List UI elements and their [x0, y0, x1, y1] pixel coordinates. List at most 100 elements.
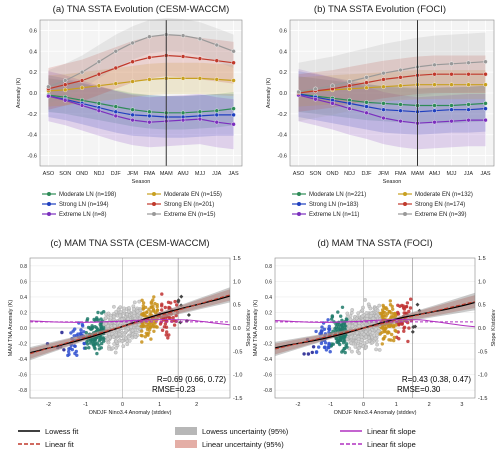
x-tick-label: DJF — [111, 171, 122, 177]
data-point — [466, 117, 471, 123]
scatter-point — [402, 311, 406, 315]
scatter-point — [334, 322, 338, 326]
data-point — [398, 108, 403, 113]
y-tick-label: -0.4 — [28, 133, 37, 139]
scatter-point — [167, 333, 171, 337]
linear-fit-line — [274, 301, 476, 350]
data-point — [46, 84, 51, 89]
x-tick-label: 2 — [195, 402, 198, 408]
scatter-point — [99, 326, 104, 330]
scatter-point — [102, 337, 106, 341]
y-tick-label: -0.2 — [263, 342, 272, 348]
legend-label: Strong EN (n=201) — [164, 202, 214, 208]
scatter-point — [387, 310, 391, 314]
data-point — [147, 119, 152, 125]
scatter-point — [317, 345, 321, 349]
scatter-point — [407, 326, 411, 330]
data-point — [147, 55, 152, 60]
data-point — [214, 108, 219, 113]
y-tick-label: 0.6 — [20, 279, 27, 285]
scatter-point — [368, 306, 373, 311]
scatter-point — [132, 313, 137, 318]
scatter-point — [148, 312, 152, 317]
scatter-point — [311, 345, 316, 349]
scatter-point — [102, 310, 106, 314]
scatter-point — [155, 325, 159, 329]
scatter-point — [341, 341, 346, 345]
scatter-point — [111, 335, 116, 339]
series-line — [298, 94, 486, 124]
y-tick-label: -0.4 — [18, 357, 27, 363]
scatter-point — [90, 327, 94, 331]
scatter-point — [131, 304, 136, 309]
scatter-point — [365, 340, 369, 344]
data-point — [398, 83, 403, 88]
scatter-point — [87, 346, 91, 350]
uncertainty-band — [48, 75, 234, 138]
legend-marker — [297, 202, 301, 206]
scatter-point — [96, 318, 101, 322]
scatter-point — [95, 351, 99, 356]
panel-title: (c) MAM TNA SSTA (CESM-WACCM) — [50, 238, 209, 249]
rmse-annotation: RMSE=0.23 — [152, 385, 196, 394]
y-tick-label: -0.2 — [278, 112, 287, 118]
scatter-point — [163, 305, 167, 310]
scatter-point — [97, 339, 102, 343]
x-tick-label: JAS — [229, 171, 239, 177]
scatter-point — [113, 350, 118, 355]
scatter-point — [373, 336, 378, 341]
scatter-point — [135, 309, 140, 314]
scatter-point — [93, 325, 97, 329]
legend-marker — [403, 202, 407, 206]
x-tick-label: 2 — [428, 402, 431, 408]
x-tick-label: NDJ — [344, 171, 355, 177]
scatter-point — [163, 322, 168, 326]
y-tick-label: -0.8 — [18, 388, 27, 394]
scatter-point — [158, 322, 163, 326]
scatter-point — [407, 309, 411, 314]
x-tick-label: 1 — [395, 402, 398, 408]
scatter-point — [106, 340, 111, 345]
data-point — [398, 102, 403, 107]
y-tick-label: -0.4 — [263, 357, 272, 363]
scatter-point — [85, 340, 89, 344]
y2-tick-label: -0.5 — [478, 349, 487, 355]
x-tick-label: JJA — [464, 171, 474, 177]
data-point — [432, 119, 437, 125]
scatter-point — [113, 332, 118, 337]
scatter-point — [360, 314, 365, 318]
y2-tick-label: 1.0 — [233, 279, 241, 285]
data-point — [313, 86, 318, 92]
scatter-point — [139, 333, 143, 338]
scatter-point — [118, 313, 122, 318]
scatter-point — [387, 330, 391, 335]
scatter-point — [411, 325, 416, 329]
scatter-point — [356, 311, 361, 316]
legend-marker — [152, 212, 156, 216]
scatter-point — [396, 312, 401, 316]
scatter-point — [327, 343, 331, 347]
lowess-slope-line — [29, 319, 231, 326]
scatter-point — [334, 336, 338, 341]
scatter-point — [110, 346, 115, 350]
data-point — [113, 49, 118, 54]
x-tick-label: MAM — [411, 171, 424, 177]
scatter-point — [341, 348, 345, 353]
y2-tick-label: 1.0 — [478, 279, 486, 285]
y-tick-label: 0.8 — [265, 264, 272, 270]
lowess-slope-line — [274, 319, 476, 328]
legend-marker — [297, 212, 301, 216]
scatter-point — [99, 346, 104, 350]
scatter-point — [141, 301, 146, 305]
series-line — [48, 94, 234, 114]
scatter-point — [377, 303, 382, 308]
x-tick-label: -1 — [83, 402, 88, 408]
x-tick-label: MAM — [160, 171, 173, 177]
scatter-point — [347, 323, 352, 328]
x-axis-label: Season — [383, 179, 402, 185]
scatter-point — [391, 307, 395, 311]
scatter-point — [126, 317, 130, 321]
data-point — [347, 106, 352, 111]
x-tick-label: ASO — [293, 171, 305, 177]
scatter-point — [409, 297, 413, 301]
